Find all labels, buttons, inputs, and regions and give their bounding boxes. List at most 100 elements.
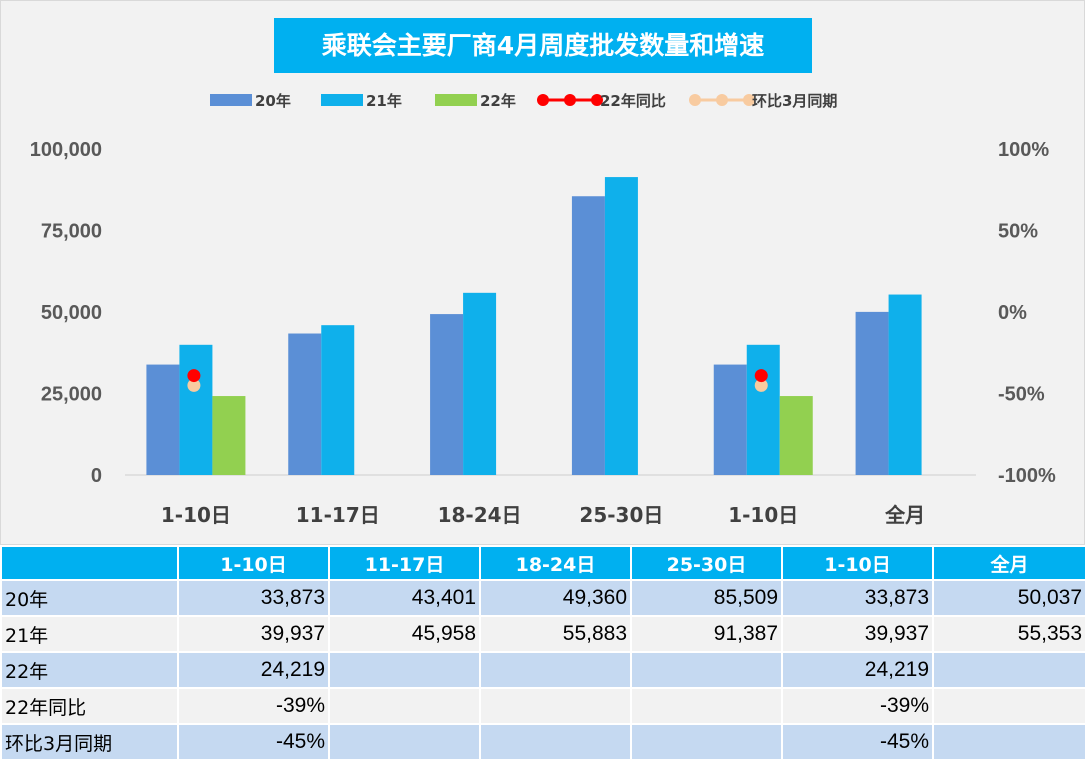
bar <box>146 364 180 475</box>
y-right-tick-label: 0% <box>998 302 1027 324</box>
bar <box>713 364 747 475</box>
table-row-label: 22年同比 <box>0 687 179 725</box>
table-header-cell: 25-30日 <box>630 545 783 581</box>
table-cell: 33,873 <box>781 579 934 617</box>
legend-marker <box>689 94 701 106</box>
legend-marker <box>743 94 755 106</box>
table-cell: 45,958 <box>328 615 481 653</box>
y-left-tick-label: 75,000 <box>41 221 102 243</box>
y-right-tick-label: 100% <box>998 139 1049 161</box>
line-point <box>754 369 768 383</box>
legend-swatch <box>321 94 363 106</box>
table-header-cell: 18-24日 <box>479 545 632 581</box>
table-header-cell: 1-10日 <box>177 545 330 581</box>
legend-label: 21年 <box>366 92 402 110</box>
bar <box>855 311 889 475</box>
bar <box>746 344 780 475</box>
bar <box>179 344 213 475</box>
table-cell <box>630 687 783 725</box>
bar <box>571 196 605 475</box>
table-cell <box>479 687 632 725</box>
x-category-label: 18-24日 <box>438 503 522 527</box>
table-header-row: 1-10日 11-17日 18-24日 25-30日 1-10日 全月 <box>0 545 1085 581</box>
table-cell <box>630 651 783 689</box>
table-row: 20年 33,873 43,401 49,360 85,509 33,873 50,037 <box>0 579 1085 617</box>
table-row: 环比3月同期 -45% -45% <box>0 723 1085 761</box>
bar <box>212 396 246 475</box>
x-category-label: 11-17日 <box>296 503 380 527</box>
chart-area: 0 25,000 50,000 75,000 100,000 -100% -50% 0% 50%… <box>0 0 1085 545</box>
legend-marker <box>564 94 576 106</box>
table-cell <box>479 651 632 689</box>
table-cell <box>932 651 1085 689</box>
table-cell: -45% <box>177 723 330 761</box>
table-cell: -45% <box>781 723 934 761</box>
x-category-label: 全月 <box>884 503 925 527</box>
table-row: 22年 24,219 24,219 <box>0 651 1085 689</box>
y-left-tick-label: 0 <box>91 465 102 487</box>
table-cell: 49,360 <box>479 579 632 617</box>
table-header-cell: 全月 <box>932 545 1085 581</box>
line-point <box>754 378 768 392</box>
line-point <box>187 369 201 383</box>
legend-label: 环比3月同期 <box>752 92 837 110</box>
table-cell: 24,219 <box>177 651 330 689</box>
table-row-label: 22年 <box>0 651 179 689</box>
legend-marker <box>591 94 603 106</box>
legend-label: 22年 <box>480 92 516 110</box>
x-category-label: 1-10日 <box>161 503 231 527</box>
table-header-cell: 1-10日 <box>781 545 934 581</box>
table-cell: 43,401 <box>328 579 481 617</box>
y-left-tick-label: 100,000 <box>30 139 102 161</box>
x-category-label: 1-10日 <box>728 503 798 527</box>
bar <box>779 396 813 475</box>
table-row: 21年 39,937 45,958 55,883 91,387 39,937 55,353 <box>0 615 1085 653</box>
bar <box>604 177 638 476</box>
table-header-cell: 11-17日 <box>328 545 481 581</box>
table-cell: -39% <box>177 687 330 725</box>
table-cell: 55,353 <box>932 615 1085 653</box>
table-cell: 39,937 <box>781 615 934 653</box>
bar <box>430 314 464 475</box>
chart-title: 乘联会主要厂商4月周度批发数量和增速 <box>274 18 812 73</box>
table-row: 22年同比 -39% -39% <box>0 687 1085 725</box>
x-category-label: 25-30日 <box>579 503 663 527</box>
table-cell: 50,037 <box>932 579 1085 617</box>
data-table: 1-10日 11-17日 18-24日 25-30日 1-10日 全月 20年 3… <box>0 545 1085 761</box>
legend-swatch <box>210 94 252 106</box>
table-cell <box>932 723 1085 761</box>
table-cell: 24,219 <box>781 651 934 689</box>
bar <box>288 333 322 475</box>
y-right-tick-label: -100% <box>998 465 1056 487</box>
table-cell: 55,883 <box>479 615 632 653</box>
table-cell: 39,937 <box>177 615 330 653</box>
table-cell: 85,509 <box>630 579 783 617</box>
bar <box>321 325 355 475</box>
legend-marker <box>716 94 728 106</box>
table-cell: 33,873 <box>177 579 330 617</box>
y-right-tick-label: -50% <box>998 384 1045 406</box>
table-cell: 91,387 <box>630 615 783 653</box>
table-cell <box>328 723 481 761</box>
legend-label: 20年 <box>255 92 291 110</box>
chart-svg: 0 25,000 50,000 75,000 100,000 -100% -50% 0% 50%… <box>30 92 1056 527</box>
table-cell <box>932 687 1085 725</box>
line-point <box>187 378 201 392</box>
table-cell <box>479 723 632 761</box>
legend-swatch <box>435 94 477 106</box>
table-row-label: 21年 <box>0 615 179 653</box>
legend-label: 22年同比 <box>600 92 666 110</box>
table-row-label: 20年 <box>0 579 179 617</box>
y-right-tick-label: 50% <box>998 221 1038 243</box>
table-cell <box>328 651 481 689</box>
table-cell <box>630 723 783 761</box>
bar <box>463 292 497 475</box>
table-cell: -39% <box>781 687 934 725</box>
bar <box>888 294 922 475</box>
table-row-label: 环比3月同期 <box>0 723 179 761</box>
legend-marker <box>537 94 549 106</box>
table-cell <box>328 687 481 725</box>
table-corner <box>0 545 179 581</box>
y-left-tick-label: 50,000 <box>41 302 102 324</box>
y-left-tick-label: 25,000 <box>41 384 102 406</box>
